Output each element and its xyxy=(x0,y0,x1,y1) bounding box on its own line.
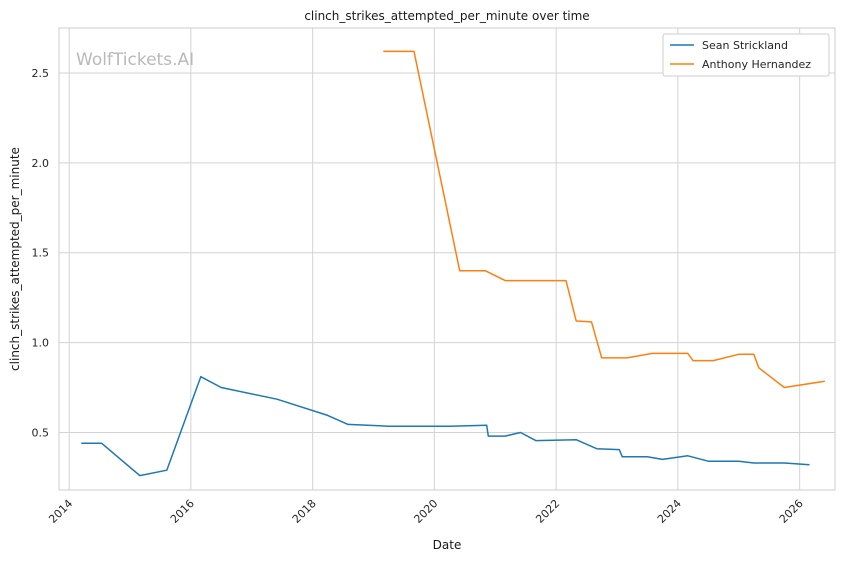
y-tick-label: 0.5 xyxy=(32,426,50,439)
series-line-sean-strickland xyxy=(81,375,810,477)
y-tick-label: 1.5 xyxy=(32,247,50,260)
x-tick-label: 2024 xyxy=(655,497,684,526)
x-axis-label: Date xyxy=(433,538,462,552)
x-tick-label: 2026 xyxy=(777,497,806,526)
watermark: WolfTickets.AI xyxy=(76,50,194,70)
plot-frame xyxy=(58,27,836,491)
chart-title: clinch_strikes_attempted_per_minute over… xyxy=(304,9,589,23)
y-tick-label: 2.5 xyxy=(32,67,50,80)
tick-labels: 2014 2016 2018 2020 2022 2024 2026 0.5 1.0 1.5 2.0… xyxy=(32,67,806,526)
series-line-anthony-hernandez xyxy=(383,50,825,389)
y-tick-label: 2.0 xyxy=(32,157,50,170)
legend-label-sean-strickland: Sean Strickland xyxy=(702,39,788,52)
legend-box xyxy=(662,33,830,77)
x-tick-label: 2018 xyxy=(290,497,319,526)
y-axis-label: clinch_strikes_attempted_per_minute xyxy=(8,147,22,371)
x-tick-label: 2022 xyxy=(533,497,562,526)
x-tick-label: 2016 xyxy=(168,497,197,526)
legend: Sean Strickland Anthony Hernandez xyxy=(662,33,830,77)
x-tick-label: 2020 xyxy=(411,497,440,526)
legend-label-anthony-hernandez: Anthony Hernandez xyxy=(702,58,811,71)
grid xyxy=(59,28,835,490)
x-tick-label: 2014 xyxy=(46,497,75,526)
y-tick-label: 1.0 xyxy=(32,337,50,350)
series-lines xyxy=(81,50,825,477)
